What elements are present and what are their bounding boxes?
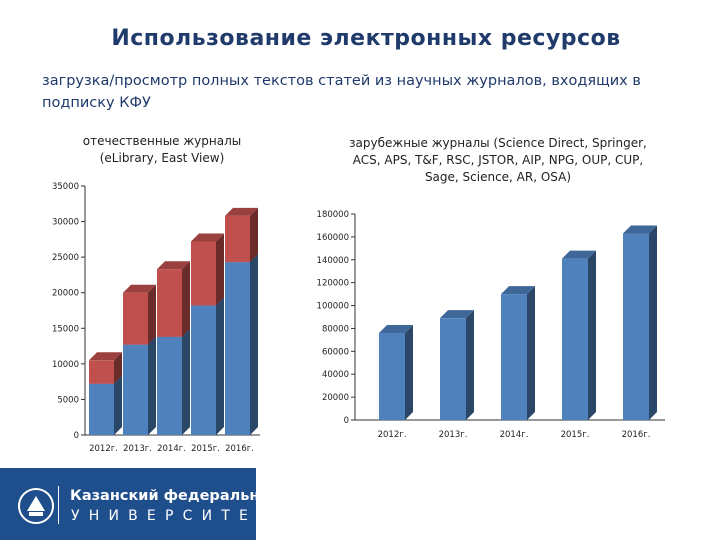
logo-separator [58,486,59,524]
x-tick-label: 2014г. [500,430,529,440]
y-tick-label: 180000 [317,210,349,220]
bar-2-2 [123,284,156,345]
bar-2-5 [225,207,258,263]
bar-2-4 [191,233,224,306]
chart-title-domestic: отечественные журналы (eLibrary, East Vi… [82,134,242,165]
bar-1-2 [123,336,156,435]
x-tick-label: 2012г. [89,444,118,454]
x-tick-label: 2015г. [561,430,590,440]
y-tick-label: 25000 [52,253,79,263]
x-tick-label: 2013г. [123,444,152,454]
y-tick-label: 0 [344,416,349,426]
y-tick-label: 80000 [322,324,349,334]
bar-1-3 [157,328,190,435]
y-tick-label: 120000 [317,279,349,289]
x-tick-label: 2016г. [225,444,254,454]
kfu-emblem-icon [18,488,54,524]
y-tick-label: 140000 [317,256,349,266]
university-logo-banner [0,468,256,540]
bar-2-1 [89,352,122,384]
bar-1-2 [440,310,474,420]
x-tick-label: 2013г. [439,430,468,440]
page-subtitle: загрузка/просмотр полных текстов статей … [42,73,641,111]
y-tick-label: 5000 [57,395,79,405]
y-tick-label: 35000 [52,182,79,192]
logo-text-university: УНИВЕРСИТЕТ [71,508,275,524]
x-tick-label: 2012г. [378,430,407,440]
y-tick-label: 30000 [52,218,79,228]
x-tick-label: 2015г. [191,444,220,454]
y-tick-label: 60000 [322,347,349,357]
y-tick-label: 160000 [317,233,349,243]
bar-1-3 [501,286,535,420]
y-tick-label: 20000 [322,393,349,403]
bar-1-5 [225,254,258,435]
y-tick-label: 20000 [52,289,79,299]
y-tick-label: 0 [74,431,79,441]
bar-1-5 [623,225,657,420]
y-tick-label: 40000 [322,370,349,380]
bar-1-4 [562,250,596,420]
x-tick-label: 2014г. [157,444,186,454]
bar-1-1 [379,325,413,420]
page-title: Использование электронных ресурсов [111,26,621,51]
logo-text-name: Казанский федеральный [70,488,283,504]
y-tick-label: 100000 [317,302,349,312]
chart-title-foreign: зарубежные журналы (Science Direct, Spri… [349,136,647,184]
bar-1-4 [191,297,224,435]
x-tick-label: 2016г. [622,430,651,440]
bar-2-3 [157,261,190,337]
bar-1-1 [89,375,122,435]
chart-domestic: 0 5000 10000 15000 20000 25000 30000 35000 2012г… [52,182,260,454]
chart-foreign: 0 20000 40000 60000 80000 100000 120000 140000 1… [317,210,665,440]
y-tick-label: 10000 [52,360,79,370]
y-tick-label: 15000 [52,324,79,334]
